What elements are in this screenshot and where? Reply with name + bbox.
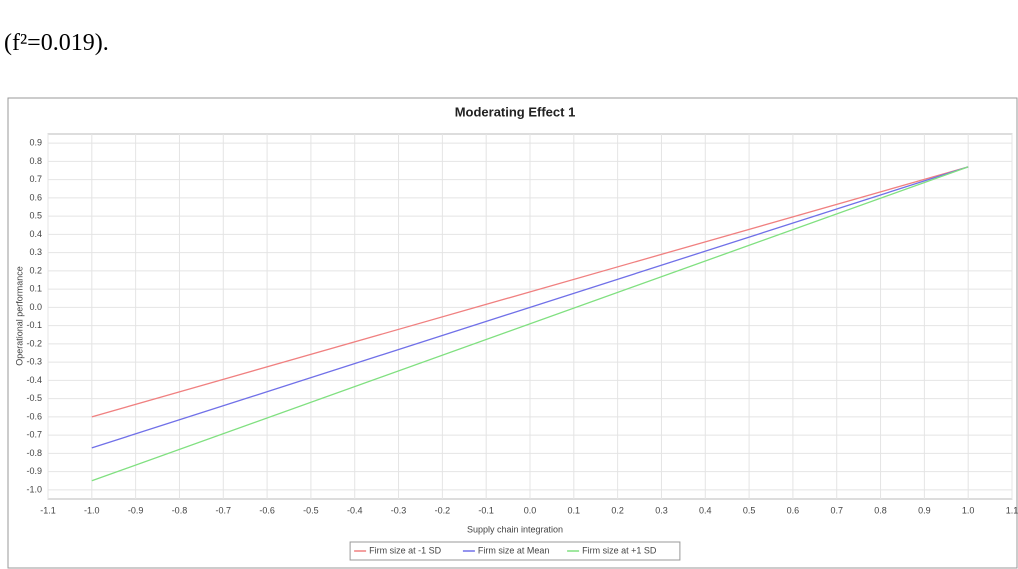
x-tick-label: 0.4: [699, 505, 712, 515]
y-tick-label: 0.0: [29, 302, 42, 312]
x-tick-label: 0.8: [874, 505, 887, 515]
y-tick-label: 0.4: [29, 229, 42, 239]
x-tick-label: 1.0: [962, 505, 975, 515]
y-tick-label: -0.5: [26, 393, 42, 403]
y-tick-label: -1.0: [26, 484, 42, 494]
y-tick-label: -0.4: [26, 375, 42, 385]
legend-label: Firm size at Mean: [478, 545, 550, 555]
x-tick-label: -0.5: [303, 505, 319, 515]
y-tick-label: -0.7: [26, 430, 42, 440]
x-tick-label: 0.9: [918, 505, 931, 515]
x-tick-label: -1.1: [40, 505, 56, 515]
chart: Moderating Effect 1 Supply chain integra…: [0, 0, 1018, 569]
y-axis-label: Operational performance: [14, 266, 24, 366]
x-tick-label: -0.9: [128, 505, 144, 515]
x-tick-label: 0.0: [524, 505, 537, 515]
x-axis-label: Supply chain integration: [467, 524, 563, 534]
y-tick-label: 0.9: [29, 138, 42, 148]
x-tick-label: 0.3: [655, 505, 668, 515]
y-tick-label: -0.1: [26, 320, 42, 330]
x-tick-label: -0.1: [478, 505, 494, 515]
y-tick-label: -0.6: [26, 411, 42, 421]
x-tick-label: -0.7: [216, 505, 232, 515]
y-tick-label: -0.9: [26, 466, 42, 476]
x-tick-label: -0.2: [435, 505, 451, 515]
x-tick-label: 1.1: [1006, 505, 1018, 515]
x-tick-label: -0.3: [391, 505, 407, 515]
page: {"document": {"text": "(f²=0.019)."}, "c…: [0, 0, 1018, 569]
x-tick-label: 0.7: [830, 505, 843, 515]
legend-label: Firm size at +1 SD: [582, 545, 657, 555]
y-tick-label: 0.6: [29, 192, 42, 202]
y-tick-label: -0.8: [26, 448, 42, 458]
y-tick-label: 0.3: [29, 247, 42, 257]
x-tick-label: -0.8: [172, 505, 188, 515]
x-tick-label: 0.5: [743, 505, 756, 515]
y-tick-label: 0.7: [29, 174, 42, 184]
y-tick-label: 0.1: [29, 284, 42, 294]
chart-title: Moderating Effect 1: [455, 104, 576, 119]
y-tick-label: 0.2: [29, 265, 42, 275]
x-tick-label: 0.2: [611, 505, 624, 515]
x-tick-label: -0.6: [259, 505, 275, 515]
legend-label: Firm size at -1 SD: [369, 545, 442, 555]
x-tick-label: -0.4: [347, 505, 363, 515]
x-tick-label: 0.1: [568, 505, 581, 515]
y-tick-label: -0.2: [26, 338, 42, 348]
x-tick-label: -1.0: [84, 505, 100, 515]
x-tick-label: 0.6: [787, 505, 800, 515]
y-tick-label: 0.8: [29, 156, 42, 166]
y-tick-label: 0.5: [29, 211, 42, 221]
y-tick-label: -0.3: [26, 357, 42, 367]
